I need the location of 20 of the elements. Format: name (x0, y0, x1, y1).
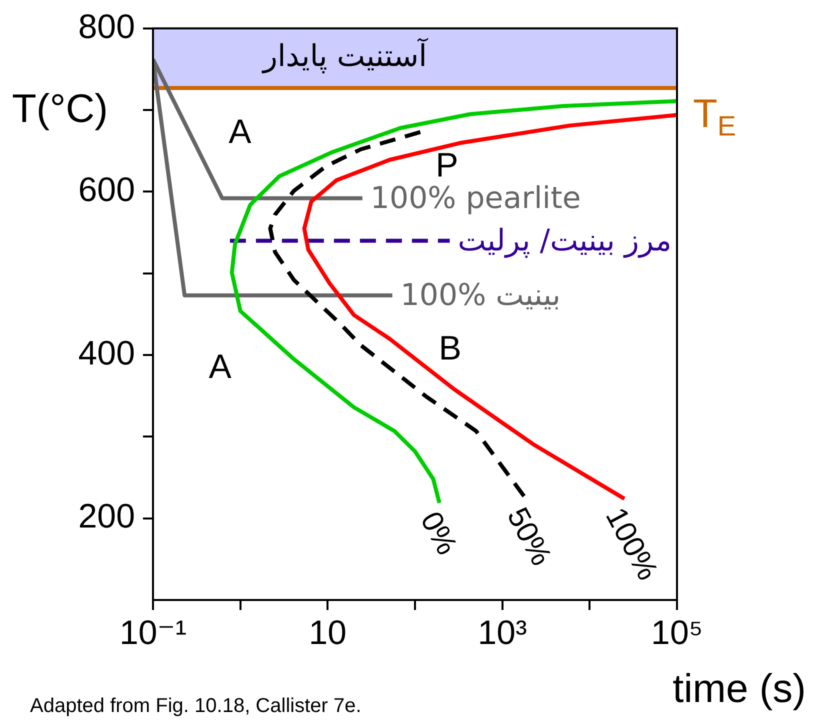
y-tick-label: 600 (78, 171, 135, 210)
y-axis-title: T(°C) (12, 87, 108, 131)
y-tick-label: 800 (78, 8, 135, 46)
text: 100% (598, 502, 664, 586)
series-label: 100% بینیت (400, 278, 561, 314)
x-axis-title: time (s) (672, 667, 806, 711)
band-label: آستنیت پایدار (260, 37, 429, 74)
x-tick-label: 10 (308, 614, 347, 652)
annotation: B (438, 330, 462, 368)
annotation: A (228, 112, 252, 151)
y-tick-label: 200 (78, 498, 135, 536)
x-tick-label: 10⁻¹ (119, 614, 187, 652)
x-tick-label: 10³ (478, 614, 527, 652)
x-tick-label: 10⁵ (651, 614, 703, 652)
text: 0% (414, 506, 464, 560)
text: 50% (500, 502, 558, 571)
annotation: A (208, 348, 232, 386)
text: Adapted from Fig. 10.18, Callister 7e. (30, 695, 362, 717)
y-tick-label: 400 (78, 334, 135, 372)
series-label: مرز بینیت/ پرلیت (458, 224, 672, 259)
